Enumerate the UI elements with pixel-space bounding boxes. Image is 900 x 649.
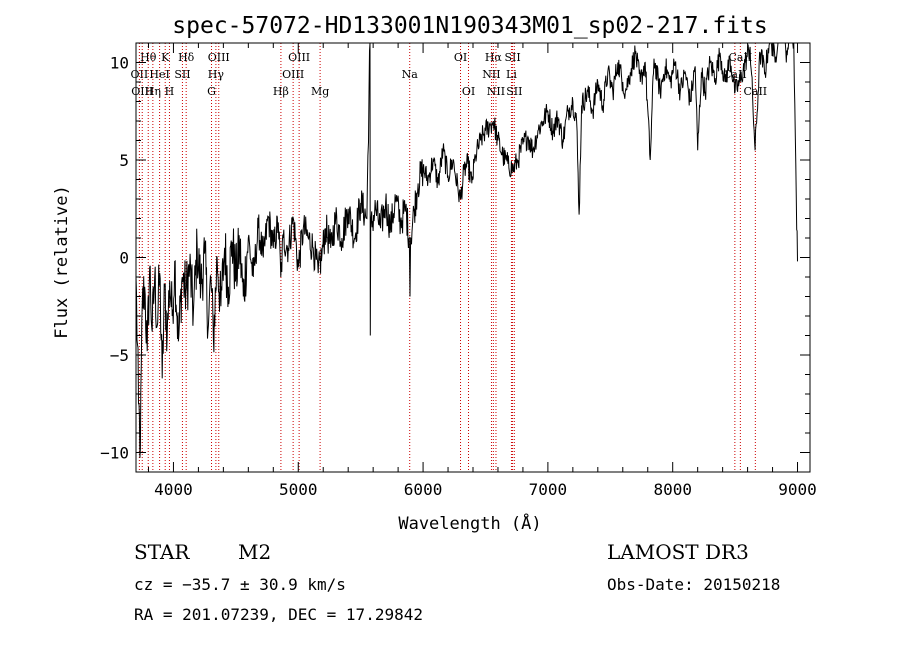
- redshift-cz: cz = −35.7 ± 30.9 km/s: [134, 575, 346, 594]
- survey-name: LAMOST DR3: [607, 540, 749, 564]
- spectrum-series: [135, 42, 798, 458]
- line-marker-label: Hγ: [208, 68, 225, 81]
- line-marker-label: K: [161, 51, 170, 64]
- x-tick-label: 6000: [404, 480, 443, 499]
- line-marker-label: Na: [402, 68, 419, 81]
- x-tick-label: 5000: [279, 480, 318, 499]
- line-marker-label: Hα: [485, 51, 503, 64]
- line-marker-label: OIII: [282, 68, 304, 81]
- object-class: STAR: [134, 540, 190, 564]
- y-tick-label: 5: [119, 151, 129, 170]
- observation-date: Obs-Date: 20150218: [607, 575, 781, 594]
- line-marker-label: Li: [506, 68, 517, 81]
- spectrum-line: [135, 42, 798, 458]
- line-marker-label: Hδ: [178, 51, 195, 64]
- line-marker-label: NII: [487, 85, 505, 98]
- line-marker-label: CaII: [743, 85, 767, 98]
- line-marker-label: OIII: [288, 51, 310, 64]
- line-marker-label: Hη: [145, 85, 161, 98]
- line-marker-label: SII: [504, 51, 520, 64]
- line-marker-label: OIII: [131, 85, 153, 98]
- object-subclass: M2: [238, 540, 272, 564]
- x-tick-label: 8000: [653, 480, 692, 499]
- line-marker-label: OI: [462, 85, 475, 98]
- y-tick-label: −10: [100, 444, 129, 463]
- line-marker-label: OIII: [208, 51, 230, 64]
- line-marker-label: SII: [506, 85, 522, 98]
- x-tick-label: 4000: [154, 480, 193, 499]
- line-marker-label: OI: [454, 51, 467, 64]
- x-axis-label: Wavelength (Å): [398, 512, 541, 534]
- plot-frame: [135, 42, 811, 473]
- x-tick-label: 9000: [778, 480, 817, 499]
- line-marker-label: Mg: [311, 85, 329, 98]
- ra-dec: RA = 201.07239, DEC = 17.29842: [134, 605, 423, 624]
- chart-title: spec-57072-HD133001N190343M01_sp02-217.f…: [172, 13, 767, 39]
- line-marker-label: H: [165, 85, 175, 98]
- line-marker-label: HeI: [149, 68, 169, 81]
- y-tick-label: 10: [110, 54, 129, 73]
- y-tick-label: −5: [110, 346, 129, 365]
- y-axis-label: Flux (relative): [52, 185, 72, 339]
- x-tick-label: 7000: [529, 480, 568, 499]
- line-marker-label: Hθ: [140, 51, 157, 64]
- line-marker-label: NII: [482, 68, 500, 81]
- line-marker-label: G: [207, 85, 216, 98]
- line-marker-label: Hβ: [273, 85, 289, 98]
- axis-ticks: 4000 5000 6000 7000 8000 9000 −10 −5 0 5 10: [100, 42, 817, 499]
- line-marker-label: SII: [174, 68, 190, 81]
- line-marker-label: OII: [131, 68, 149, 81]
- y-tick-label: 0: [119, 249, 129, 268]
